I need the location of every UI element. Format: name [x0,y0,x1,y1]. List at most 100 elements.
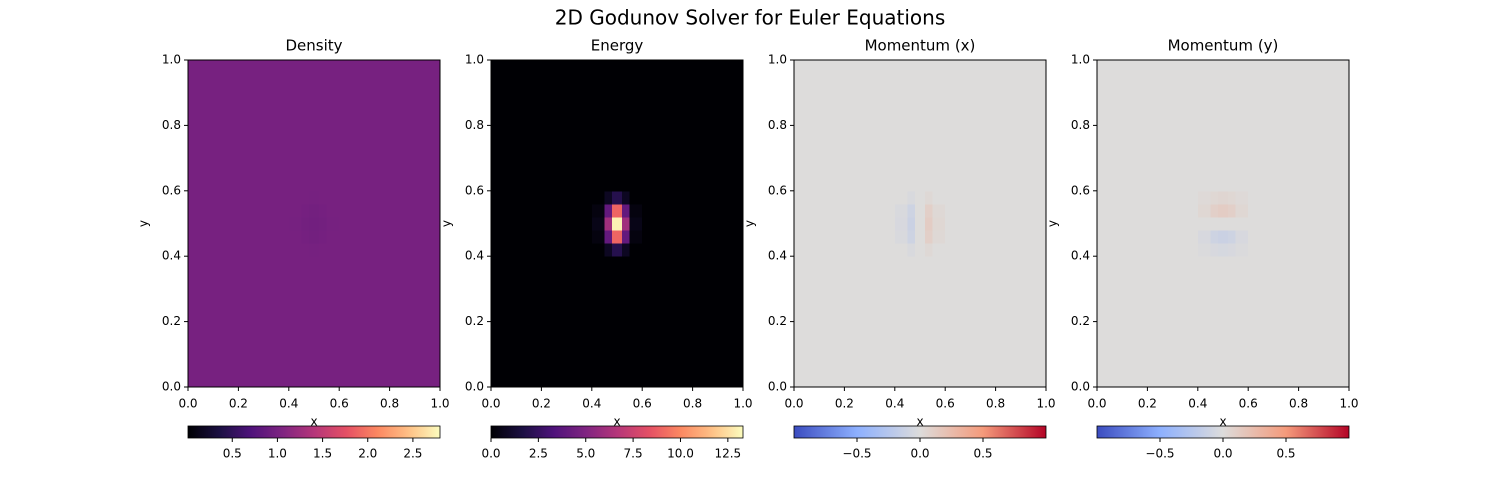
heatmap-cell [629,60,643,192]
heatmap-cell [894,60,908,192]
heatmap-cell [188,230,290,244]
figure-title: 2D Godunov Solver for Euler Equations [555,6,946,30]
heatmap-cell [591,190,605,205]
heatmap-cell [907,190,916,205]
heatmap-cell [1228,230,1237,244]
heatmap-cell [642,243,744,257]
y-tick-label: 1.0 [162,53,181,67]
heatmap-cell [604,243,613,257]
heatmap-cell [319,216,328,231]
heatmap-cell [1248,230,1350,244]
heatmap-cell [326,203,340,218]
heatmap-cell [1235,203,1249,218]
heatmap-cell [925,190,934,205]
y-tick-label: 0.8 [162,118,181,132]
heatmap-cell [326,230,340,244]
heatmap-cell [794,256,896,388]
heatmap-cell [1210,190,1219,205]
heatmap-cell [1248,203,1350,218]
colorbar-tick-label: 1.0 [268,447,287,461]
heatmap-cell [188,190,290,205]
heatmap-cell [1197,203,1211,218]
heatmap-cell [932,216,946,231]
x-axis-label: x [916,415,923,429]
heatmap-cell [1210,230,1219,244]
heatmap-cell [794,230,896,244]
heatmap-cell [604,216,613,231]
heatmap-cell [1217,190,1229,205]
x-axis-label: x [1219,415,1226,429]
y-tick-label: 0.6 [465,183,484,197]
heatmap-cell [1248,60,1350,192]
heatmap-cell [907,203,916,218]
heatmap-cell [945,190,1047,205]
heatmap-cell [326,60,340,192]
heatmap-cell [288,256,302,388]
heatmap-cell [894,203,908,218]
heatmap-cell [301,216,310,231]
y-axis-label: y [1046,220,1060,227]
y-tick-label: 0.4 [1071,249,1090,263]
colorbar-tick-label: 2.5 [529,447,548,461]
y-tick-label: 1.0 [465,53,484,67]
heatmap-cell [1197,216,1211,231]
heatmap-cell [611,230,623,244]
heatmap-cell [1197,190,1211,205]
x-tick-label: 0.0 [1087,397,1106,411]
y-tick-label: 0.8 [465,118,484,132]
heatmap-cell [894,256,908,388]
y-tick-label: 0.2 [768,314,787,328]
heatmap-cell [188,243,290,257]
heatmap-cell [326,243,340,257]
heatmap-cell [1097,243,1199,257]
x-tick-label: 0.6 [633,397,652,411]
x-axis-label: x [310,415,317,429]
heatmap-cell [1217,216,1229,231]
heatmap-cell [1210,216,1219,231]
x-tick-label: 1.0 [430,397,449,411]
heatmap-cell [629,203,643,218]
heatmap-cell [945,216,1047,231]
y-tick-label: 0.6 [768,183,787,197]
y-tick-label: 0.2 [465,314,484,328]
heatmap-cell [301,256,310,388]
axes-title: Momentum (x) [865,37,976,55]
colorbar-tick-label: 12.5 [714,447,741,461]
heatmap-cell [1097,203,1199,218]
x-tick-label: 0.4 [885,397,904,411]
heatmap-cell [591,243,605,257]
x-tick-label: 0.2 [835,397,854,411]
heatmap-cell [604,60,613,192]
y-tick-label: 1.0 [768,53,787,67]
heatmap-cell [339,256,441,388]
heatmap-cell [308,243,320,257]
x-tick-label: 0.2 [229,397,248,411]
x-tick-label: 1.0 [733,397,752,411]
y-tick-label: 0.6 [1071,183,1090,197]
colorbar-tick-label: 5.0 [576,447,595,461]
y-axis-label: y [440,220,454,227]
heatmap-cell [914,230,926,244]
heatmap-cell [932,243,946,257]
heatmap-cell [319,60,328,192]
heatmap-cell [591,60,605,192]
heatmap-cell [1228,256,1237,388]
heatmap-cell [1235,216,1249,231]
heatmap-cell [914,190,926,205]
heatmap-cell [622,190,631,205]
heatmap-cell [894,216,908,231]
heatmap-cell [925,256,934,388]
colorbar-tick-label: 0.5 [223,447,242,461]
heatmap-cell [1197,256,1211,388]
heatmap-cell [642,60,744,192]
heatmap-cell [629,256,643,388]
y-axis-label: y [137,220,151,227]
axes-title: Density [285,37,342,55]
heatmap-cell [301,203,310,218]
heatmap-cell [611,60,623,192]
heatmap-cell [1097,256,1199,388]
heatmap-cell [1248,256,1350,388]
heatmap-cell [1228,243,1237,257]
colorbar [793,425,1047,439]
